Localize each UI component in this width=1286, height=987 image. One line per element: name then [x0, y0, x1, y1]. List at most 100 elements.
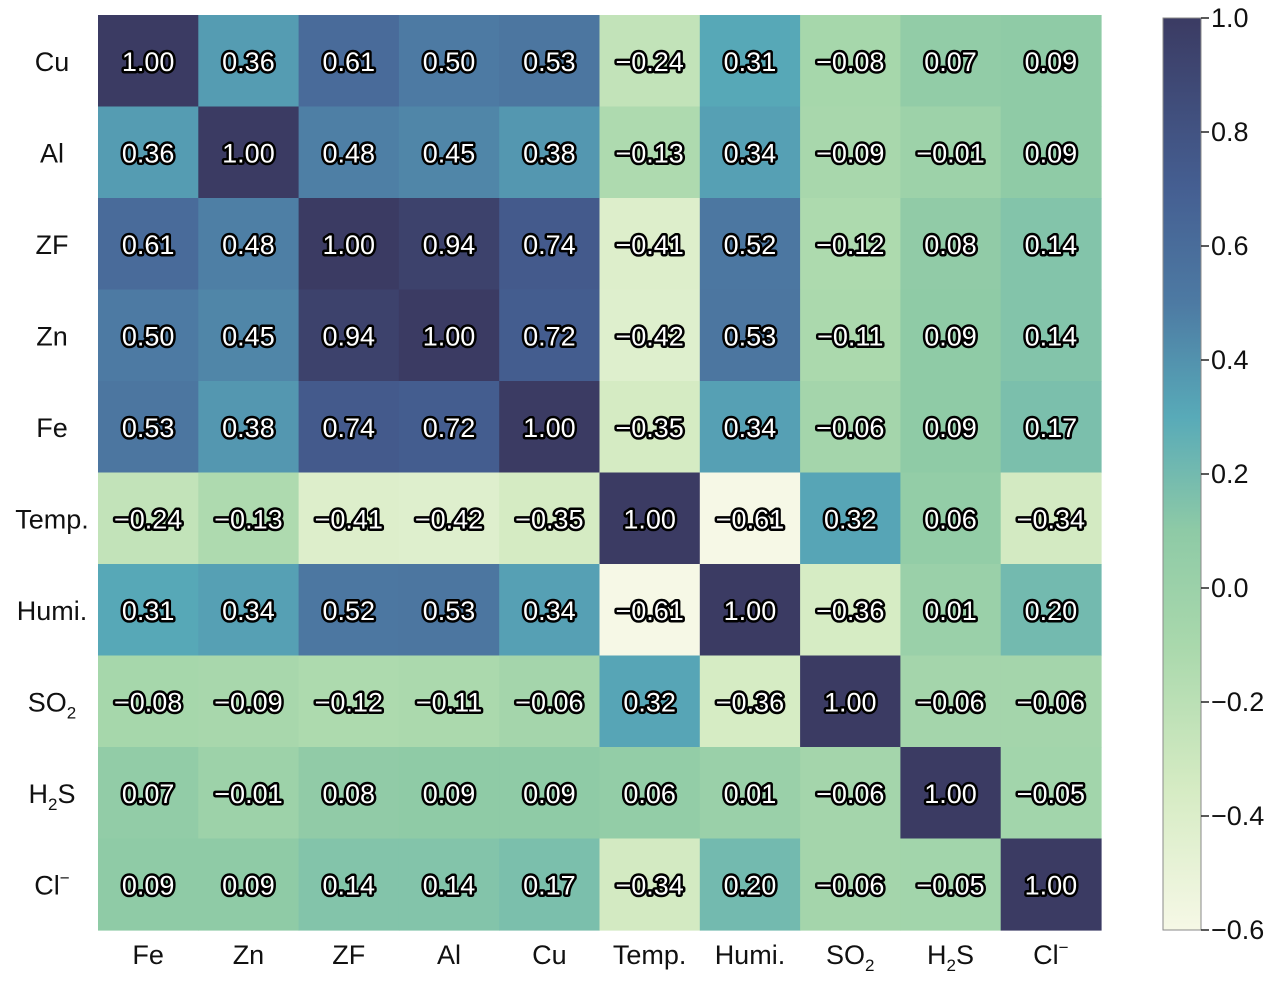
heatmap-cell-r2-c5 — [599, 198, 701, 291]
colorbar-gradient — [1162, 17, 1202, 931]
heatmap-value-r4-c6: 0.34 — [724, 413, 777, 443]
heatmap-value-r4-c4: 1.00 — [523, 413, 576, 443]
x-tick-label-cu: Cu — [532, 940, 567, 970]
heatmap-value-r5-c1: −0.13 — [214, 504, 282, 534]
heatmap-value-r4-c7: −0.06 — [816, 413, 884, 443]
heatmap-value-r0-c4: 0.53 — [523, 47, 576, 77]
heatmap-cell-r0-c6 — [699, 15, 801, 108]
heatmap-value-r7-c3: −0.11 — [416, 687, 482, 717]
heatmap-cell-r0-c2 — [298, 15, 400, 108]
heatmap-value-r0-c6: 0.31 — [724, 47, 777, 77]
heatmap-cell-r6-c6 — [699, 564, 801, 657]
heatmap-value-r1-c4: 0.38 — [523, 138, 576, 168]
heatmap-cell-r5-c4 — [499, 472, 601, 565]
heatmap-value-r7-c8: −0.06 — [916, 687, 984, 717]
heatmap-cell-r2-c6 — [699, 198, 801, 291]
x-tick-label-temp: Temp. — [613, 940, 687, 970]
heatmap-cell-r6-c0 — [98, 564, 199, 657]
heatmap-cell-r4-c3 — [398, 381, 500, 474]
heatmap-value-r4-c3: 0.72 — [423, 413, 476, 443]
heatmap-cell-r8-c9 — [1000, 747, 1102, 840]
heatmap-value-r3-c2: 0.94 — [322, 321, 375, 351]
heatmap-value-r6-c7: −0.36 — [816, 596, 884, 626]
x-tick-labels: Fe Zn ZF Al Cu Temp. Humi. SO2 H2S Cl− — [132, 938, 1068, 975]
heatmap-value-r1-c6: 0.34 — [724, 138, 777, 168]
heatmap-cell-r6-c3 — [398, 564, 500, 657]
heatmap-value-r2-c8: 0.08 — [924, 230, 977, 260]
heatmap-cell-r9-c8 — [900, 838, 1002, 931]
heatmap-cell-r1-c2 — [298, 106, 400, 199]
heatmap-cell-r6-c1 — [198, 564, 300, 657]
y-tick-labels: Cu Al ZF Zn Fe Temp. Humi. SO2 H2S Cl− — [15, 47, 89, 901]
heatmap-cell-r3-c2 — [298, 289, 400, 382]
colorbar-tick-label-1: 0.8 — [1211, 117, 1249, 147]
colorbar: 1.0 0.8 0.6 0.4 0.2 0.0 −0.2 −0.4 −0.6 — [1162, 3, 1264, 945]
heatmap-value-r4-c9: 0.17 — [1025, 413, 1078, 443]
heatmap-value-r8-c3: 0.09 — [423, 779, 476, 809]
heatmap-cell-r7-c4 — [499, 655, 601, 748]
heatmap-value-r2-c1: 0.48 — [222, 230, 275, 260]
heatmap-cell-r4-c4 — [499, 381, 601, 474]
heatmap-cell-r7-c7 — [800, 655, 901, 748]
heatmap-cell-r4-c8 — [900, 381, 1002, 474]
heatmap-value-r8-c1: −0.01 — [214, 779, 282, 809]
heatmap-cell-r2-c2 — [298, 198, 400, 291]
heatmap-cell-r6-c7 — [800, 564, 901, 657]
heatmap-cell-r2-c0 — [98, 198, 199, 291]
heatmap-value-r5-c9: −0.34 — [1017, 504, 1085, 534]
x-tick-label-zn: Zn — [233, 940, 265, 970]
heatmap-cell-r9-c5 — [599, 838, 701, 931]
heatmap-value-r8-c0: 0.07 — [122, 779, 175, 809]
heatmap-value-r1-c5: −0.13 — [615, 138, 683, 168]
heatmap-value-r4-c2: 0.74 — [322, 413, 375, 443]
heatmap-cell-r0-c0 — [98, 15, 199, 108]
heatmap-value-r0-c0: 1.00 — [122, 47, 175, 77]
heatmap-cell-r3-c1 — [198, 289, 300, 382]
colorbar-tick-label-8: −0.6 — [1211, 915, 1264, 945]
heatmap-cell-r7-c9 — [1000, 655, 1102, 748]
heatmap-value-r9-c3: 0.14 — [423, 870, 476, 900]
heatmap-value-r7-c9: −0.06 — [1017, 687, 1085, 717]
heatmap-cell-r8-c7 — [800, 747, 901, 840]
heatmap-value-r9-c2: 0.14 — [322, 870, 375, 900]
heatmap-value-r5-c2: −0.41 — [315, 504, 383, 534]
heatmap-value-r2-c6: 0.52 — [724, 230, 777, 260]
heatmap-value-r8-c5: 0.06 — [623, 779, 676, 809]
y-tick-label-zn: Zn — [36, 321, 68, 351]
heatmap-value-r9-c9: 1.00 — [1025, 870, 1078, 900]
y-tick-label-clminus: Cl− — [34, 868, 70, 900]
heatmap-value-r5-c7: 0.32 — [824, 504, 877, 534]
y-tick-label-zf: ZF — [36, 230, 69, 260]
heatmap-value-r6-c0: 0.31 — [122, 596, 175, 626]
heatmap-cell-r5-c9 — [1000, 472, 1102, 565]
heatmap-value-r0-c7: −0.08 — [816, 47, 884, 77]
heatmap-cell-r4-c9 — [1000, 381, 1102, 474]
heatmap-value-r6-c2: 0.52 — [322, 596, 375, 626]
heatmap-cell-r4-c2 — [298, 381, 400, 474]
heatmap-cell-r3-c9 — [1000, 289, 1102, 382]
heatmap-cell-r2-c1 — [198, 198, 300, 291]
heatmap-value-r1-c0: 0.36 — [122, 138, 175, 168]
heatmap-cell-r1-c0 — [98, 106, 199, 199]
heatmap-value-r6-c5: −0.61 — [615, 596, 683, 626]
heatmap-cell-r3-c5 — [599, 289, 701, 382]
heatmap-cell-r2-c9 — [1000, 198, 1102, 291]
heatmap-value-r3-c1: 0.45 — [222, 321, 275, 351]
heatmap-cell-r7-c6 — [699, 655, 801, 748]
heatmap-cell-r7-c5 — [599, 655, 701, 748]
heatmap-value-r0-c8: 0.07 — [924, 47, 977, 77]
colorbar-tick-label-5: 0.0 — [1211, 573, 1249, 603]
heatmap-value-r1-c1: 1.00 — [222, 138, 275, 168]
heatmap-cell-r0-c4 — [499, 15, 601, 108]
heatmap-value-r2-c4: 0.74 — [523, 230, 576, 260]
heatmap-cell-r7-c2 — [298, 655, 400, 748]
y-tick-label-humi: Humi. — [17, 596, 88, 626]
heatmap-cell-r9-c4 — [499, 838, 601, 931]
heatmap-value-r9-c0: 0.09 — [122, 870, 175, 900]
heatmap-cell-r5-c0 — [98, 472, 199, 565]
heatmap-value-r5-c4: −0.35 — [515, 504, 583, 534]
heatmap-value-r2-c5: −0.41 — [615, 230, 683, 260]
y-tick-label-fe: Fe — [36, 413, 68, 443]
heatmap-value-r7-c2: −0.12 — [315, 687, 383, 717]
